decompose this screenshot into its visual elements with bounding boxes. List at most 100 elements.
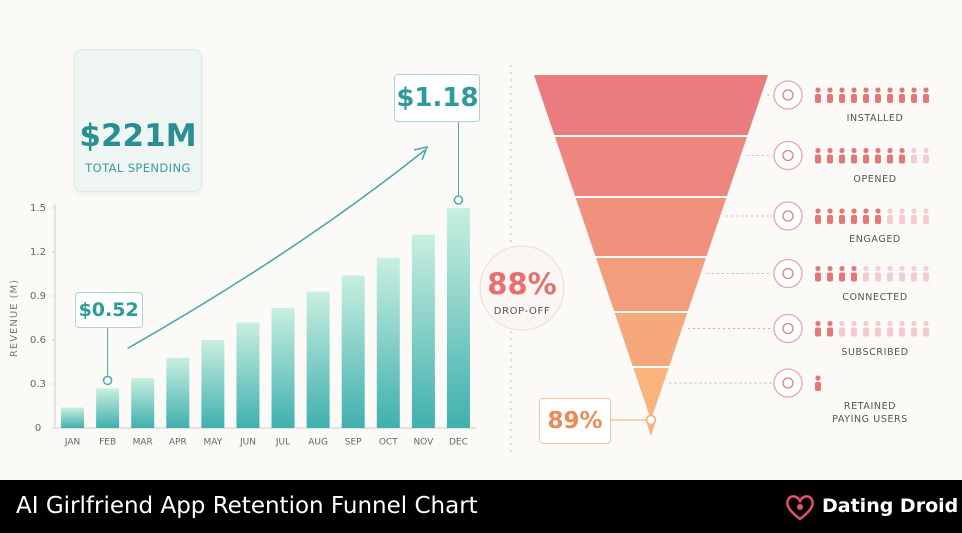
spending-card: $221M TOTAL SPENDING	[74, 49, 202, 192]
bar	[411, 234, 435, 428]
person-icon	[815, 147, 821, 154]
footer-brand: Dating Droid	[822, 495, 959, 517]
person-icon	[923, 94, 929, 103]
bar	[201, 340, 225, 428]
dropoff-circle	[479, 245, 565, 331]
person-icon	[827, 208, 833, 214]
x-tick-label: MAR	[133, 438, 153, 448]
person-icon	[839, 147, 845, 154]
person-icon	[899, 87, 905, 93]
person-icon	[899, 320, 905, 327]
person-icon	[911, 87, 917, 93]
funnel-stage	[633, 368, 669, 420]
person-icon	[923, 327, 929, 337]
person-icon	[827, 320, 833, 327]
person-icon	[851, 87, 857, 93]
stage-icon-glyph	[782, 377, 794, 389]
person-icon	[839, 265, 845, 272]
stage-icon	[773, 201, 803, 231]
y-axis-label: REVENUE (M)	[9, 279, 20, 357]
person-icon	[839, 272, 845, 282]
person-icon	[851, 215, 857, 224]
person-icon	[911, 265, 917, 272]
annotation-dot	[453, 195, 464, 205]
person-icon	[827, 215, 833, 224]
person-icon	[887, 87, 893, 93]
person-icon	[923, 208, 929, 214]
x-tick-label: MAY	[204, 438, 223, 448]
person-icon	[815, 327, 821, 337]
person-icon	[923, 272, 929, 282]
person-icon	[851, 208, 857, 214]
person-icon	[923, 154, 929, 164]
trend-arrow	[127, 149, 426, 350]
person-icon	[815, 87, 821, 93]
person-icon	[851, 147, 857, 154]
person-icon	[815, 208, 821, 214]
bar	[446, 208, 470, 428]
graphic: $ REVENUE (M) 88% DROP-OFF 00.30.60.91.2…	[9, 65, 929, 455]
person-icon	[863, 147, 869, 154]
person-icon	[899, 208, 905, 214]
stage-icon-glyph	[782, 322, 794, 335]
person-icon	[875, 265, 881, 272]
stage-icon	[773, 258, 803, 289]
stage-icon	[773, 368, 803, 398]
person-icon	[887, 94, 893, 103]
person-icon	[875, 215, 881, 224]
person-icon	[851, 94, 857, 103]
person-icon	[815, 154, 821, 164]
person-icon	[875, 147, 881, 154]
person-icon	[875, 94, 881, 103]
person-icon	[863, 154, 869, 164]
person-icon	[815, 375, 821, 381]
person-icon	[815, 320, 821, 327]
footer: AI Girlfriend App Retention Funnel Chart…	[0, 480, 962, 533]
person-icon	[827, 272, 833, 282]
stage-icon-glyph	[782, 89, 794, 101]
spending-value: $221M	[79, 118, 197, 154]
bar	[306, 291, 330, 428]
person-icon	[887, 272, 893, 282]
arrow-head	[413, 145, 429, 161]
person-icon	[899, 94, 905, 103]
x-tick-label: AUG	[308, 438, 328, 448]
person-icon	[827, 87, 833, 93]
y-tick-label: 1.5	[30, 203, 46, 214]
person-icon	[887, 265, 893, 272]
person-icon	[887, 147, 893, 154]
person-icon	[827, 147, 833, 154]
person-icon	[887, 208, 893, 214]
person-icon	[863, 320, 869, 327]
person-icon	[839, 208, 845, 214]
person-icon	[911, 320, 917, 327]
person-icon	[827, 94, 833, 103]
funnel-stage	[614, 313, 688, 366]
spending-label: TOTAL SPENDING	[85, 161, 191, 175]
person-icon	[815, 382, 821, 391]
person-icon	[911, 272, 917, 282]
person-icon	[815, 265, 821, 272]
person-icon	[923, 265, 929, 272]
person-icon	[851, 320, 857, 327]
funnel-tip	[647, 424, 655, 436]
x-tick-label: APR	[169, 438, 187, 448]
person-icon	[875, 87, 881, 93]
person-icon	[875, 208, 881, 214]
bar	[236, 322, 260, 428]
person-icon	[863, 215, 869, 224]
stage-icon-glyph	[782, 149, 794, 162]
stage-icon-glyph	[782, 210, 794, 222]
person-icon	[899, 154, 905, 164]
y-tick-label: 0.6	[30, 335, 46, 346]
person-icon	[815, 94, 821, 103]
person-icon	[875, 272, 881, 282]
stage-icon	[773, 313, 803, 344]
person-icon	[863, 272, 869, 282]
person-icon	[899, 147, 905, 154]
person-icon	[887, 154, 893, 164]
x-tick-label: OCT	[379, 438, 398, 448]
x-tick-label: JUL	[275, 438, 290, 448]
person-icon	[887, 215, 893, 224]
